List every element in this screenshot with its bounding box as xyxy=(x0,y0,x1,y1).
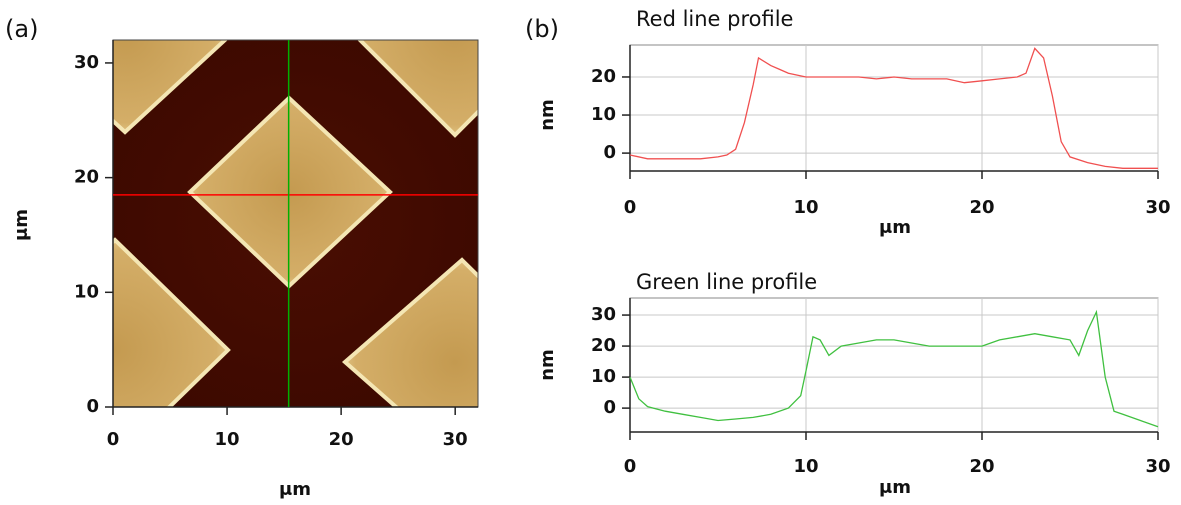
x-tick-label: 0 xyxy=(107,429,120,450)
x-tick-label: 10 xyxy=(793,197,818,218)
x-tick-label: 30 xyxy=(1145,456,1170,477)
y-tick-label: 0 xyxy=(86,396,99,417)
y-tick-label: 0 xyxy=(603,142,616,163)
y-tick-label: 10 xyxy=(591,366,616,387)
chart-title: Green line profile xyxy=(636,270,817,294)
y-tick-label: 10 xyxy=(74,281,99,302)
plot-frame xyxy=(629,44,1159,172)
x-tick-label: 20 xyxy=(969,197,994,218)
panel-label: (b) xyxy=(525,15,559,43)
x-tick-label: 30 xyxy=(1145,197,1170,218)
y-tick-label: 30 xyxy=(591,304,616,325)
profile-curve xyxy=(629,309,1159,428)
x-tick-label: 20 xyxy=(969,456,994,477)
y-axis-label: nm xyxy=(537,349,558,381)
chart-title: Red line profile xyxy=(636,7,793,31)
x-tick-label: 10 xyxy=(215,429,240,450)
y-tick-label: 20 xyxy=(591,66,616,87)
y-tick-label: 20 xyxy=(591,335,616,356)
x-axis-label: μm xyxy=(279,479,311,500)
y-axis-label: μm xyxy=(11,209,32,241)
plot-frame xyxy=(629,297,1159,433)
x-tick-label: 10 xyxy=(793,456,818,477)
x-tick-label: 20 xyxy=(329,429,354,450)
profile-curve xyxy=(629,47,1158,169)
y-axis-label: nm xyxy=(537,99,558,131)
panel-label: (a) xyxy=(5,15,38,43)
x-tick-label: 30 xyxy=(443,429,468,450)
x-axis-label: μm xyxy=(879,217,911,238)
y-tick-label: 30 xyxy=(74,52,99,73)
y-tick-label: 20 xyxy=(74,167,99,188)
x-axis-label: μm xyxy=(879,477,911,498)
y-tick-label: 0 xyxy=(603,397,616,418)
y-tick-label: 10 xyxy=(591,104,616,125)
x-tick-label: 0 xyxy=(624,197,637,218)
x-tick-label: 0 xyxy=(624,456,637,477)
afm-image xyxy=(113,40,478,407)
